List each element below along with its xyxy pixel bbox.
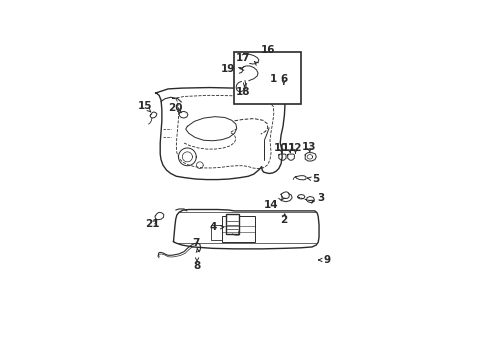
Text: 5: 5: [313, 174, 320, 184]
Text: 3: 3: [318, 193, 325, 203]
Text: 16: 16: [261, 45, 275, 55]
Text: 18: 18: [236, 87, 250, 97]
Text: 6: 6: [280, 74, 288, 84]
Bar: [225, 214, 239, 234]
Text: 9: 9: [324, 255, 331, 265]
Bar: [211, 225, 226, 240]
Text: 14: 14: [264, 199, 278, 210]
Text: 7: 7: [193, 238, 200, 248]
Text: 8: 8: [194, 261, 201, 271]
Text: 19: 19: [221, 64, 235, 74]
Text: 12: 12: [288, 143, 303, 153]
Text: 11: 11: [282, 143, 296, 153]
Text: 20: 20: [169, 103, 183, 113]
Text: 2: 2: [280, 215, 288, 225]
Bar: [229, 229, 240, 240]
Bar: [222, 216, 255, 242]
Text: 21: 21: [145, 219, 159, 229]
Text: 15: 15: [138, 102, 152, 111]
Text: 4: 4: [210, 222, 217, 232]
Bar: [243, 229, 254, 240]
Text: 1: 1: [270, 74, 277, 84]
Text: 13: 13: [302, 142, 317, 152]
Text: 10: 10: [274, 143, 288, 153]
Text: 17: 17: [236, 53, 250, 63]
Bar: [235, 51, 301, 104]
